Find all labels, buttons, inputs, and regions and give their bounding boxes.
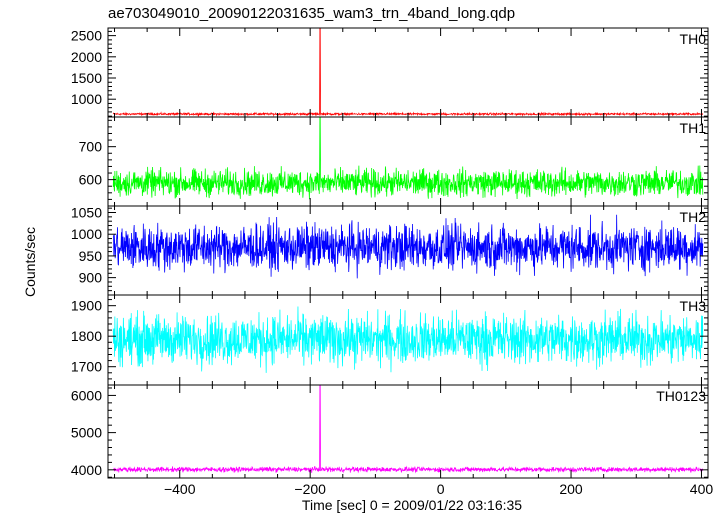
x-tick-label: 400 [690,481,714,497]
y-tick-label: 6000 [71,387,102,403]
y-tick-label: 600 [79,172,103,188]
panel-label-th0123: TH0123 [656,388,706,404]
y-tick-label: 1050 [71,205,102,221]
y-tick-label: 950 [79,248,103,264]
y-tick-label: 700 [79,139,103,155]
x-tick-label: 0 [437,481,445,497]
y-tick-label: 1000 [71,226,102,242]
y-tick-label: 1800 [71,328,102,344]
y-tick-label: 1500 [71,70,102,86]
panel-label-th2: TH2 [680,209,707,225]
series-line-th0 [112,28,703,117]
series-line-th0123 [112,385,704,474]
series-line-th1 [112,117,704,200]
series-line-th2 [112,214,704,279]
chart-title: ae703049010_20090122031635_wam3_trn_4ban… [108,5,516,22]
y-tick-label: 900 [79,270,103,286]
y-tick-label: 2500 [71,28,102,44]
panel-frame-th0123 [107,384,709,479]
panel-label-th0: TH0 [680,31,707,47]
y-tick-label: 1900 [71,298,102,314]
y-tick-label: 5000 [71,425,102,441]
x-tick-label: 200 [559,481,583,497]
y-tick-label: 4000 [71,462,102,478]
x-axis-label: Time [sec] 0 = 2009/01/22 03:16:35 [301,497,523,513]
y-tick-label: 1000 [71,91,102,107]
panel-label-th3: TH3 [680,298,707,314]
series-line-th3 [112,306,704,373]
panel-label-th1: TH1 [680,120,707,136]
panel-frame-th0 [107,27,709,118]
y-tick-label: 1700 [71,359,102,375]
y-tick-label: 2000 [71,49,102,65]
x-tick-label: −400 [164,481,196,497]
x-tick-label: −200 [294,481,326,497]
